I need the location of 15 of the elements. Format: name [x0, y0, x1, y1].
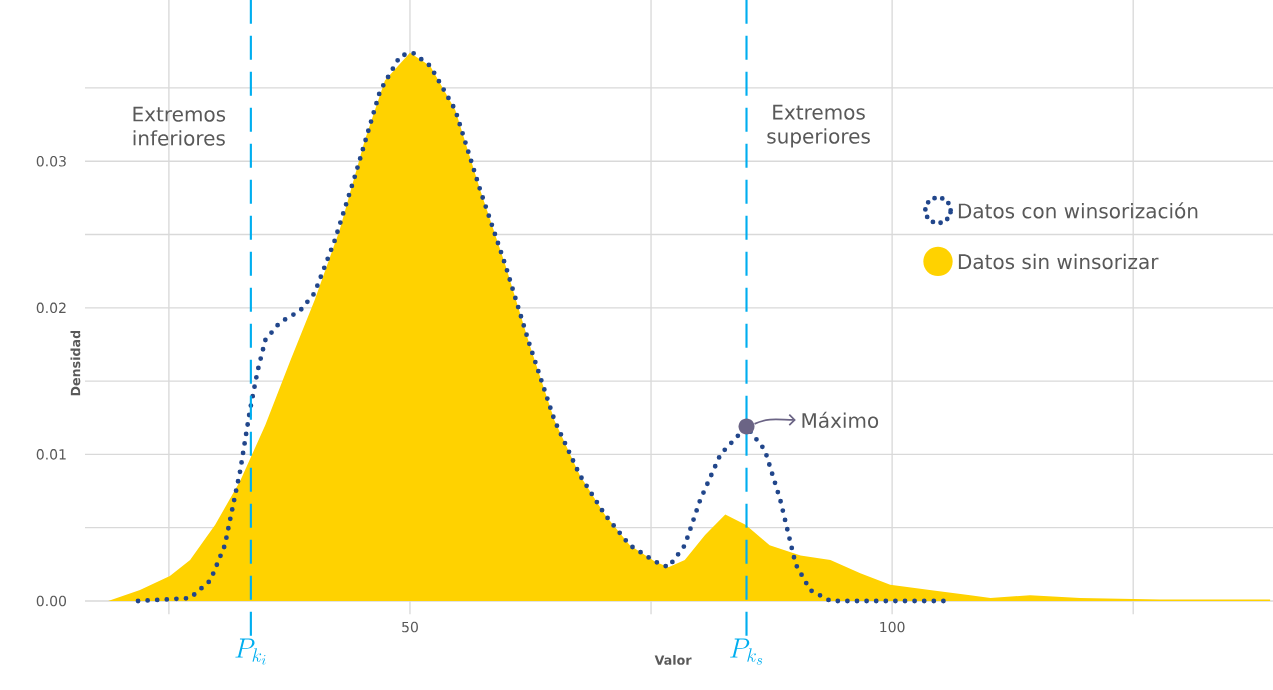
x-tick-label: 100: [880, 621, 905, 633]
annotation: Máximo: [802, 411, 879, 429]
y-tick-label: 0.02: [36, 302, 66, 314]
legend-label: Datos con winsorización: [958, 202, 1198, 219]
annotation: Extremos inferiores: [133, 106, 226, 146]
ref-line-label: $P_{k_s}$: [730, 638, 763, 665]
y-axis-title: Densidad: [70, 330, 81, 396]
legend-label: Datos sin winsorizar: [958, 253, 1159, 270]
x-tick-label: 50: [402, 621, 418, 633]
x-axis-title: Valor: [654, 655, 692, 665]
y-tick-label: 0.01: [36, 449, 66, 460]
y-tick-label: 0.03: [36, 155, 66, 167]
y-tick-label: 0.00: [36, 595, 67, 607]
annotation: Extremos superiores: [767, 104, 870, 148]
ref-line-label: $P_{k_i}$: [235, 638, 266, 665]
